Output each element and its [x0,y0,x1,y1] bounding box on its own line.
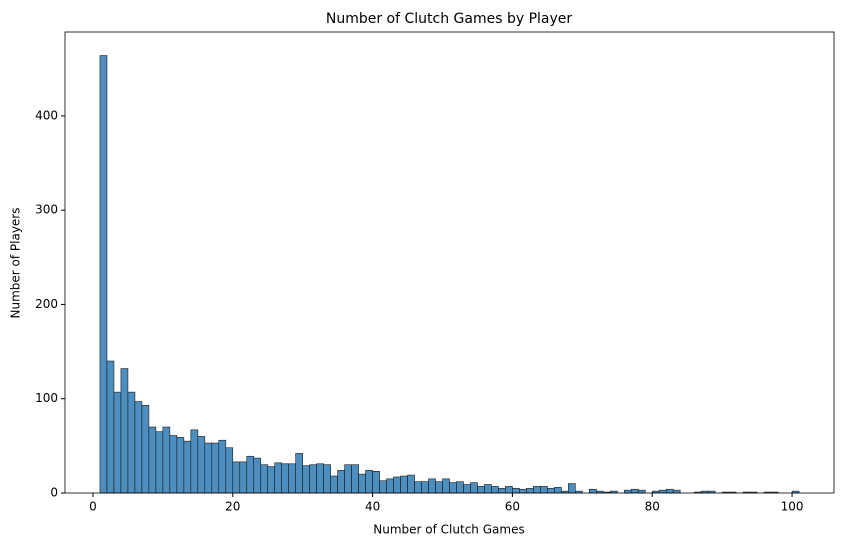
bar [630,488,639,494]
bar [512,487,520,494]
bar [113,391,122,494]
bar [337,470,345,494]
bar [540,486,548,494]
bar [162,426,171,494]
bar [211,442,220,494]
bar [519,488,527,494]
bar [183,440,192,494]
bar [637,489,646,494]
y-axis-label: Number of Players [9,208,23,319]
bar [204,442,213,494]
bar [190,429,199,494]
y-tick-label: 0 [50,486,58,500]
bar [120,368,129,494]
chart-title: Number of Clutch Games by Player [326,11,573,27]
bar [288,463,296,494]
bar [623,489,632,494]
bar [365,470,373,494]
bar [526,487,534,494]
bar [218,439,227,494]
bar [316,463,324,494]
plot-frame [64,31,835,494]
bar [407,474,415,494]
bar [106,360,115,494]
bar [456,481,464,494]
bar [127,391,136,494]
x-tick-label: 100 [781,500,804,514]
bar [358,473,366,494]
bar [554,487,562,494]
bar [463,484,471,494]
bar [239,461,248,494]
bar [99,55,108,494]
bar [372,471,380,494]
bar [414,481,422,494]
bar [442,478,450,494]
bar [274,462,283,494]
bar [281,463,290,494]
bar [491,486,499,494]
bar [547,487,555,494]
bar [260,464,269,494]
bar [232,461,241,494]
bar [330,475,338,494]
x-tick-label: 0 [89,500,97,514]
bar [155,431,164,494]
bar [665,488,674,494]
bar [393,476,401,494]
bar [672,489,681,494]
bar [246,455,255,494]
bar [267,466,276,494]
bar [505,486,513,494]
bar [421,481,429,494]
bar [568,483,576,494]
bar [400,475,408,494]
bar [141,405,150,494]
x-tick-label: 60 [505,500,520,514]
bar [176,437,185,494]
x-tick-label: 80 [645,500,660,514]
bar [309,464,317,494]
bar [470,482,478,494]
bar [253,457,262,494]
y-tick-label: 400 [35,108,58,122]
y-tick-label: 200 [35,297,58,311]
bar [323,464,331,494]
y-tick-label: 100 [35,391,58,405]
bar [295,453,303,494]
bar [386,478,394,494]
y-tick-label: 300 [35,203,58,217]
bar [225,447,234,494]
bar [379,480,387,494]
bar [498,487,506,494]
x-axis-label: Number of Clutch Games [373,523,524,537]
bar [148,426,157,494]
x-tick-label: 40 [365,500,380,514]
bar [484,484,492,494]
bar [533,486,541,494]
bar [449,482,457,494]
bar [351,464,359,494]
bar [428,478,436,494]
x-tick-label: 20 [225,500,240,514]
bar [169,435,178,494]
bar [477,486,485,494]
bar [658,489,667,494]
bar [344,464,352,494]
bar [197,436,206,494]
bar [589,488,597,494]
bar [134,401,143,494]
bar [302,465,310,494]
bar [435,481,443,494]
